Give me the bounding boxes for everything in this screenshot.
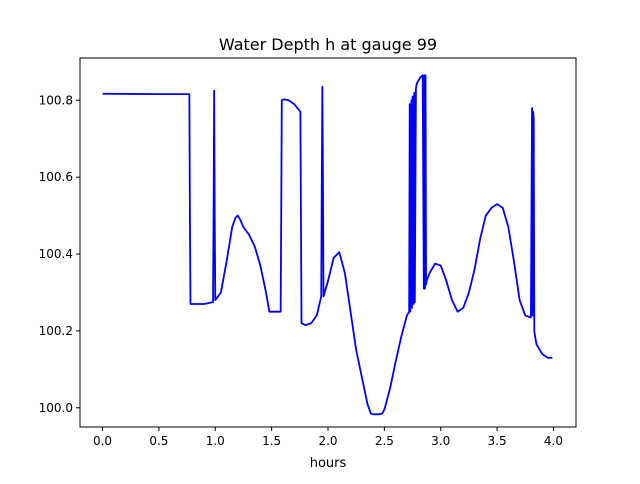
x-tick-label: 4.0 [544,434,563,448]
x-tick-label: 1.0 [206,434,225,448]
x-tick-label: 0.5 [149,434,168,448]
plot-area: 0.0 0.5 1.0 1.5 2.0 2.5 3.0 3.5 4.0 100.0 100.2 100… [39,57,577,448]
x-tick-label: 2.5 [375,434,394,448]
chart-title: Water Depth h at gauge 99 [219,35,437,54]
y-tick-label: 100.0 [39,401,73,415]
y-tick-label: 100.2 [39,324,73,338]
x-tick-label: 2.0 [318,434,337,448]
series-line-0 [102,74,553,416]
x-axis-label: hours [310,456,347,471]
x-tick-label: 1.5 [262,434,281,448]
y-tick-label: 100.8 [39,93,73,107]
y-tick-label: 100.6 [39,170,73,184]
x-tick-label: 0.0 [93,434,112,448]
x-tick-label: 3.5 [488,434,507,448]
axes-frame [79,57,577,428]
x-tick-label: 3.0 [431,434,450,448]
y-tick-label: 100.4 [39,247,73,261]
